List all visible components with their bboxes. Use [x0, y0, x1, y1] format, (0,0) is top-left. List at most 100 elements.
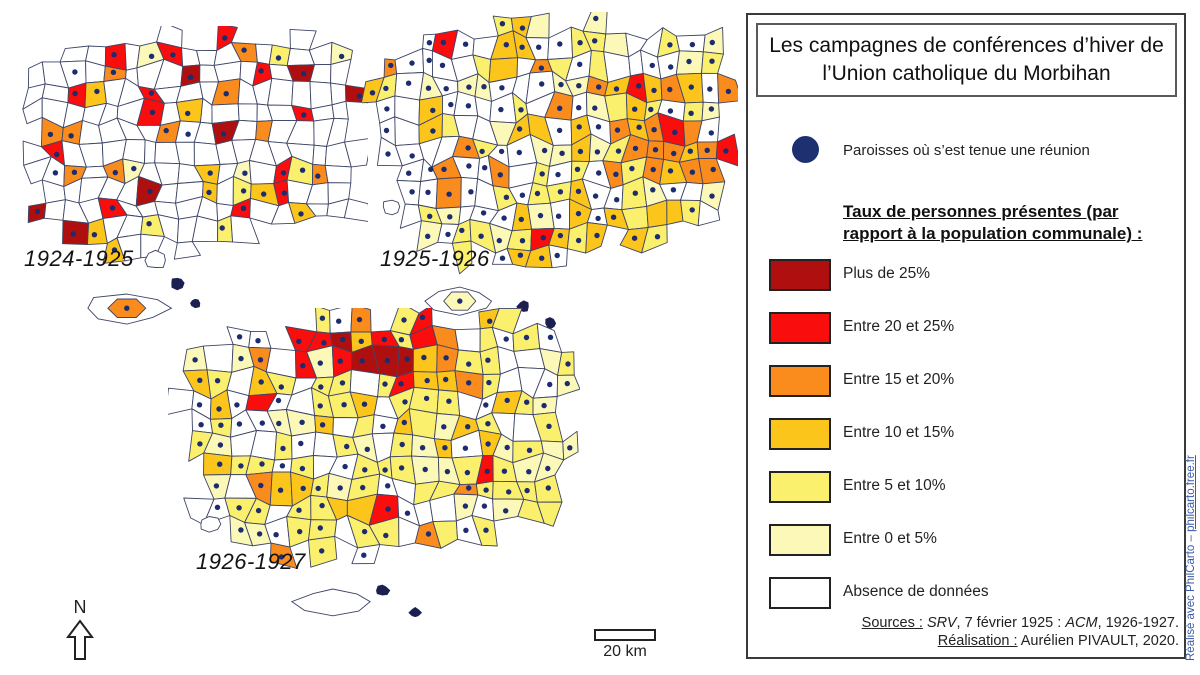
meeting-dot [503, 336, 509, 342]
meeting-dot [258, 68, 264, 74]
meeting-dot [506, 489, 512, 495]
commune [59, 45, 90, 63]
meeting-dot [404, 510, 411, 516]
meeting-dot [276, 420, 282, 427]
meeting-dot [670, 187, 677, 193]
commune [343, 198, 368, 222]
meeting-dot [109, 205, 116, 211]
meeting-dot [686, 58, 692, 65]
meeting-dot [466, 361, 472, 367]
meeting-dot [382, 381, 388, 387]
meeting-dot [524, 399, 530, 405]
meeting-dot [516, 149, 522, 156]
meeting-dot [499, 255, 506, 261]
meeting-dot [446, 191, 452, 197]
meeting-dot [577, 40, 583, 46]
meeting-dot [688, 110, 694, 117]
meeting-dot [446, 398, 452, 404]
meeting-dot [94, 88, 100, 95]
meeting-dot [439, 62, 446, 68]
meeting-dot [218, 422, 224, 428]
meeting-dot [539, 171, 545, 177]
meeting-dot [710, 166, 716, 173]
commune [309, 81, 333, 110]
commune [717, 72, 738, 104]
meeting-dot [501, 215, 507, 221]
meeting-dot [425, 85, 432, 91]
meeting-dot [709, 193, 715, 199]
meeting-dot [557, 105, 563, 112]
meeting-dot [565, 361, 571, 367]
meeting-dot [503, 42, 509, 48]
legend-swatch [769, 312, 831, 344]
meeting-dot [613, 86, 620, 92]
meeting-dot [198, 422, 204, 428]
legend-swatch-label: Entre 10 et 15% [843, 424, 955, 441]
meeting-dot [278, 554, 285, 560]
meeting-dot [185, 131, 191, 137]
meeting-dot [385, 483, 391, 489]
meeting-dot [651, 87, 657, 94]
meeting-dot [258, 482, 264, 489]
meeting-dot [112, 169, 119, 176]
meeting-dot [47, 131, 54, 138]
meeting-dot [650, 187, 656, 193]
commune [396, 179, 422, 206]
meeting-dot-icon [792, 136, 819, 163]
meeting-dot [478, 233, 484, 239]
meeting-dot [361, 552, 367, 558]
meeting-dot [163, 127, 169, 134]
meeting-dot [592, 105, 598, 111]
meeting-dot [275, 397, 282, 404]
meeting-dot [636, 83, 642, 89]
meeting-dot [576, 83, 582, 89]
meeting-dot [709, 39, 715, 46]
commune [641, 224, 668, 254]
commune [454, 328, 481, 353]
meeting-dot [336, 318, 342, 324]
meeting-dot [516, 126, 523, 132]
meeting-dot [383, 85, 389, 92]
meeting-dot [147, 188, 153, 195]
meeting-dot [534, 190, 541, 197]
meeting-dot [466, 163, 472, 169]
legend-swatch-label: Entre 20 et 25% [843, 318, 955, 335]
meeting-dot [421, 354, 427, 361]
meeting-dot [148, 53, 155, 59]
meeting-dot [614, 197, 620, 203]
meeting-dot [462, 41, 469, 47]
meeting-dot [556, 127, 563, 134]
meeting-dot [547, 334, 554, 340]
meeting-dot [317, 525, 323, 531]
meeting-dot [481, 503, 488, 509]
meeting-dot [280, 170, 287, 176]
meeting-dot [592, 38, 598, 44]
meeting-dot [406, 170, 412, 176]
meeting-dot [273, 532, 279, 538]
meeting-dot [463, 527, 469, 533]
meeting-dot [185, 110, 191, 117]
meeting-dot [423, 395, 430, 402]
meeting-dot [425, 189, 431, 195]
meeting-dot [486, 379, 492, 386]
meeting-dot [261, 191, 267, 197]
meeting-dot [383, 127, 390, 134]
meeting-dot [317, 403, 323, 409]
meeting-dot [654, 234, 661, 240]
philcarto-link[interactable]: philcarto.free.fr [1185, 455, 1197, 532]
legend-swatch-label: Absence de données [843, 583, 989, 600]
meeting-dot [381, 336, 387, 343]
meeting-dot [539, 255, 545, 261]
scale-bar [594, 629, 656, 641]
meeting-dot [214, 504, 221, 510]
commune [237, 103, 258, 122]
north-label: N [74, 597, 87, 617]
meeting-dot [281, 190, 288, 196]
meeting-dot [217, 461, 223, 467]
commune [697, 200, 721, 227]
meeting-dot [485, 357, 491, 363]
meeting-dot [667, 108, 674, 114]
meeting-dot [223, 91, 229, 97]
meeting-dot [615, 148, 622, 154]
meeting-dot [404, 356, 410, 362]
